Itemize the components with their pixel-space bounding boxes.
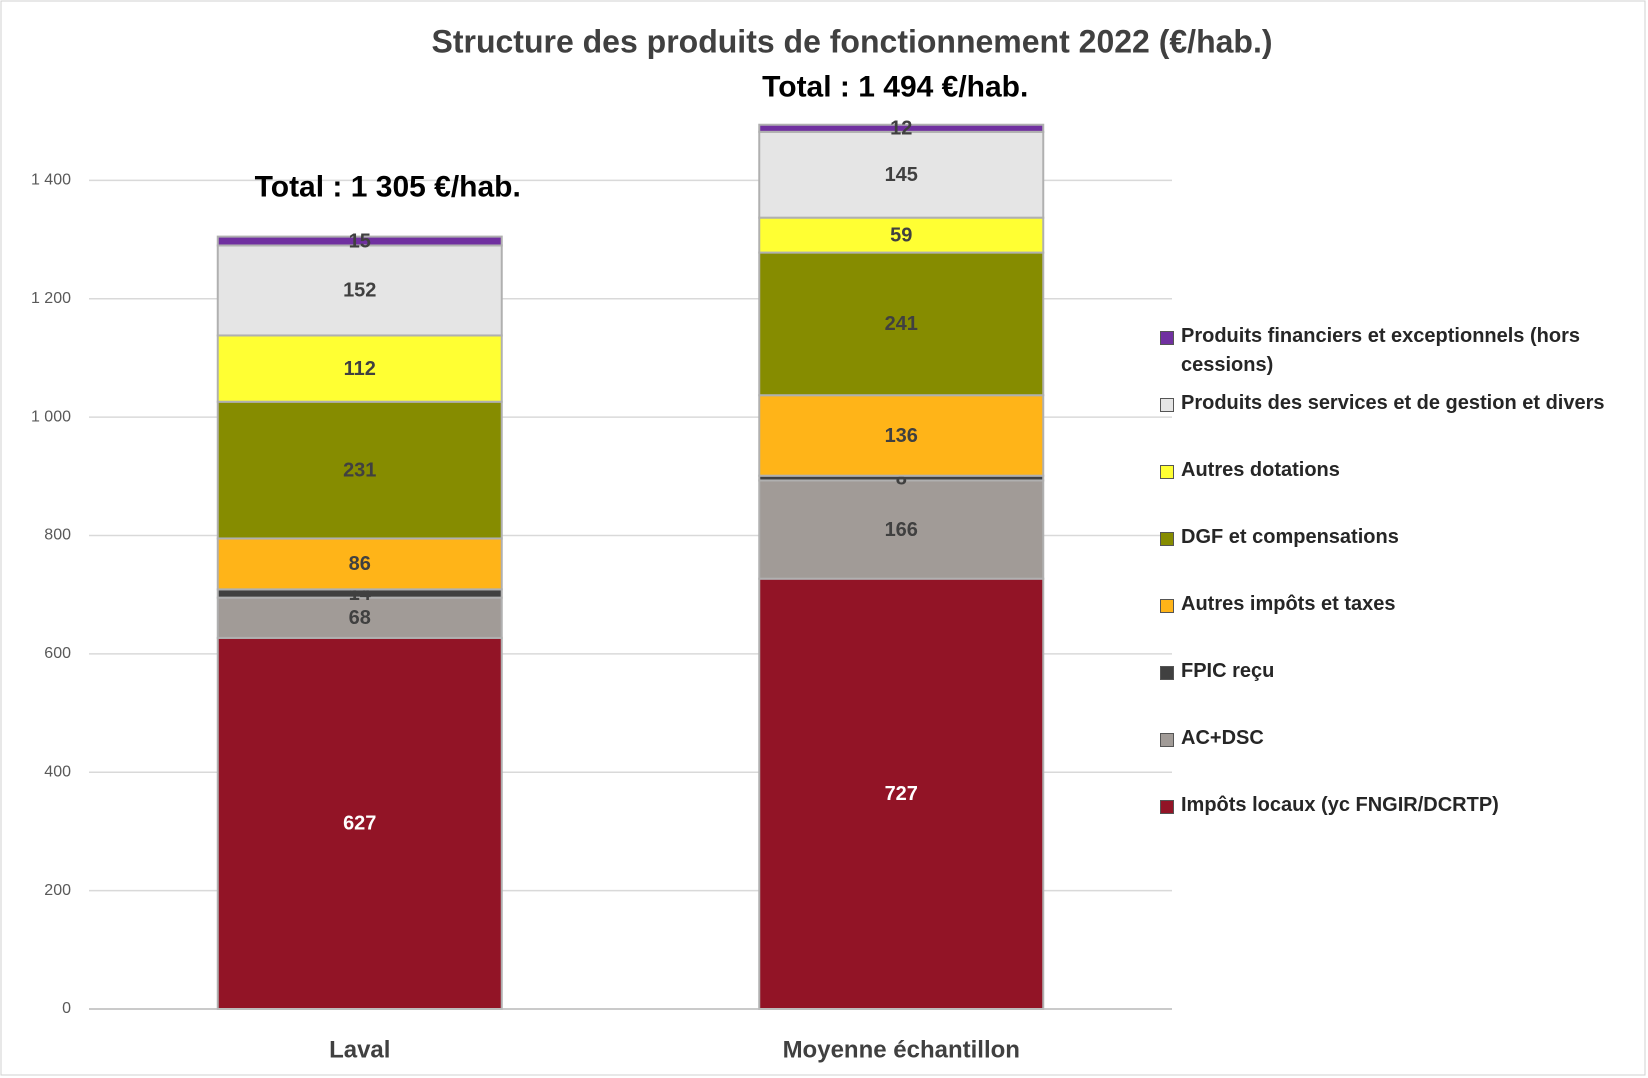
legend-item: Produits financiers et exceptionnels (ho… <box>1160 322 1630 389</box>
legend-swatch <box>1160 331 1174 345</box>
data-label: 231 <box>343 459 376 481</box>
y-tick-label: 1 400 <box>31 172 71 189</box>
legend-swatch <box>1160 733 1174 747</box>
legend: Produits financiers et exceptionnels (ho… <box>1160 322 1630 858</box>
y-tick-label: 200 <box>44 882 71 899</box>
bar-segment <box>758 123 1045 133</box>
total-annotation: Total : 1 305 €/hab. <box>255 171 521 204</box>
legend-swatch <box>1160 532 1174 546</box>
legend-label: DGF et compensations <box>1181 526 1399 548</box>
data-label: 15 <box>349 230 371 252</box>
legend-label: Produits des services et de gestion et d… <box>1181 392 1605 414</box>
legend-swatch <box>1160 800 1174 814</box>
y-tick-label: 1 000 <box>31 408 71 425</box>
y-tick-label: 1 200 <box>31 290 71 307</box>
y-tick-label: 800 <box>44 527 71 544</box>
legend-label: Autres dotations <box>1181 459 1340 481</box>
bar-segment <box>216 400 503 540</box>
legend-label: FPIC reçu <box>1181 660 1275 682</box>
data-label: 68 <box>349 607 371 629</box>
legend-item: FPIC reçu <box>1160 657 1630 724</box>
legend-item: Produits des services et de gestion et d… <box>1160 389 1630 456</box>
data-label: 241 <box>885 313 918 335</box>
y-tick-label: 600 <box>44 645 71 662</box>
legend-item: Autres dotations <box>1160 456 1630 523</box>
bar-segment <box>216 235 503 247</box>
y-tick-label: 0 <box>62 1000 71 1017</box>
legend-item: AC+DSC <box>1160 724 1630 791</box>
legend-label: Autres impôts et taxes <box>1181 593 1396 615</box>
total-annotation: Total : 1 494 €/hab. <box>762 71 1028 104</box>
legend-item: DGF et compensations <box>1160 523 1630 590</box>
bar-segment <box>758 479 1045 580</box>
legend-swatch <box>1160 599 1174 613</box>
data-label: 152 <box>343 280 376 302</box>
legend-label: Produits financiers et exceptionnels (ho… <box>1181 325 1580 376</box>
data-label: 145 <box>885 164 918 186</box>
data-label: 166 <box>885 519 918 541</box>
data-label: 112 <box>344 358 376 380</box>
bar-segment <box>216 636 503 1010</box>
data-label: 136 <box>885 425 918 447</box>
data-label: 727 <box>885 783 918 805</box>
y-tick-label: 400 <box>44 763 71 780</box>
bar-segment <box>216 537 503 591</box>
bar-segment <box>758 577 1045 1010</box>
legend-item: Impôts locaux (yc FNGIR/DCRTP) <box>1160 791 1630 858</box>
bar-segment <box>216 334 503 403</box>
data-label: 627 <box>343 813 376 835</box>
bar-segment <box>758 394 1045 477</box>
legend-swatch <box>1160 398 1174 412</box>
legend-swatch <box>1160 666 1174 680</box>
bar-segment <box>216 244 503 337</box>
bar-segment <box>758 251 1045 397</box>
data-label: 86 <box>349 553 371 575</box>
data-label: 8 <box>896 467 907 489</box>
legend-swatch <box>1160 465 1174 479</box>
data-label: 12 <box>890 118 912 140</box>
legend-label: Impôts locaux (yc FNGIR/DCRTP) <box>1181 794 1499 816</box>
bar-segment <box>216 596 503 639</box>
data-label: 59 <box>890 224 912 246</box>
legend-label: AC+DSC <box>1181 727 1264 749</box>
chart-title: Structure des produits de fonctionnement… <box>431 23 1272 59</box>
x-tick-label: Laval <box>329 1036 390 1063</box>
legend-item: Autres impôts et taxes <box>1160 590 1630 657</box>
x-tick-label: Moyenne échantillon <box>783 1036 1020 1063</box>
